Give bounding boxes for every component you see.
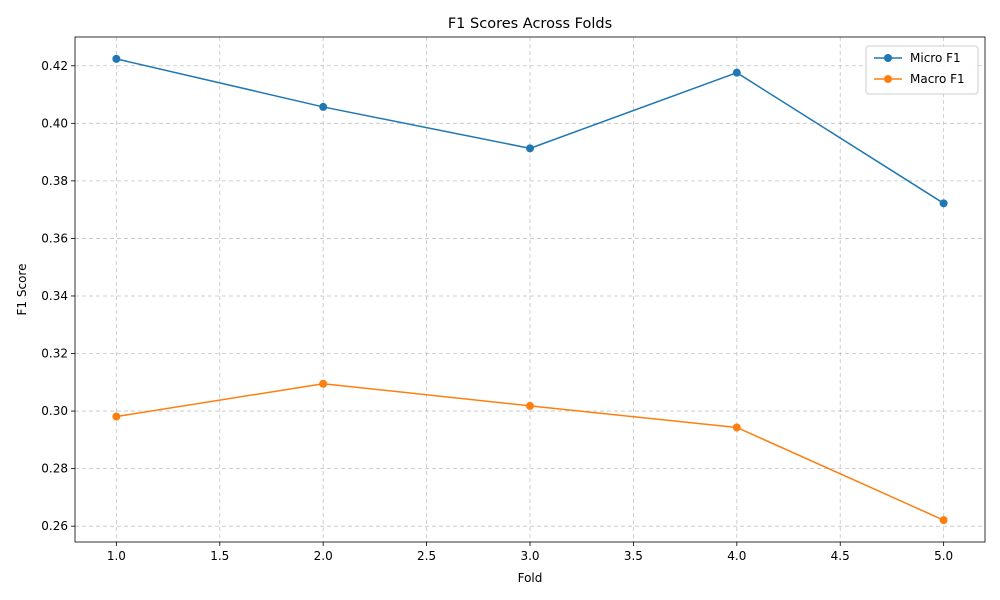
y-tick-label: 0.38 — [41, 174, 68, 188]
x-tick-label: 3.5 — [624, 549, 643, 563]
data-point — [526, 401, 534, 410]
series-micro-f1 — [112, 54, 948, 208]
series-layer — [112, 54, 948, 525]
y-tick-label: 0.40 — [41, 116, 68, 130]
y-axis-label: F1 Score — [15, 264, 29, 316]
axis-ticks: 1.0 1.5 2.0 2.5 3.0 3.5 4.0 4.5 5.0 0.26 0.28 0.30 0… — [41, 59, 953, 563]
x-tick-label: 5.0 — [934, 549, 953, 563]
data-point — [112, 54, 121, 63]
y-tick-label: 0.30 — [41, 404, 68, 418]
grid — [75, 37, 985, 542]
legend-marker — [884, 75, 892, 83]
chart-title: F1 Scores Across Folds — [448, 16, 612, 32]
y-tick-label: 0.26 — [41, 519, 68, 533]
x-tick-label: 1.0 — [107, 549, 126, 563]
legend: Micro F1 Macro F1 — [865, 45, 979, 95]
data-point — [939, 516, 948, 525]
legend-item: Macro F1 — [874, 72, 965, 86]
x-tick-label: 3.0 — [520, 549, 539, 563]
x-tick-label: 1.5 — [210, 549, 229, 563]
data-point — [112, 412, 121, 421]
data-point — [319, 102, 328, 111]
y-tick-label: 0.36 — [41, 231, 68, 245]
legend-item: Micro F1 — [874, 51, 961, 65]
series-macro-f1 — [112, 379, 948, 525]
x-tick-label: 2.0 — [314, 549, 333, 563]
x-tick-label: 4.5 — [831, 549, 850, 563]
x-axis-label: Fold — [518, 571, 543, 585]
data-point — [732, 423, 741, 432]
legend-label: Micro F1 — [910, 51, 961, 65]
y-tick-label: 0.28 — [41, 462, 68, 476]
data-point — [526, 144, 534, 153]
legend-marker — [884, 54, 892, 62]
data-point — [939, 199, 948, 208]
data-point — [319, 379, 328, 388]
data-point — [732, 68, 741, 77]
y-tick-label: 0.34 — [41, 289, 68, 303]
legend-label: Macro F1 — [910, 72, 965, 86]
y-tick-label: 0.42 — [41, 59, 68, 73]
x-tick-label: 4.0 — [727, 549, 746, 563]
y-tick-label: 0.32 — [41, 347, 68, 361]
x-tick-label: 2.5 — [417, 549, 436, 563]
